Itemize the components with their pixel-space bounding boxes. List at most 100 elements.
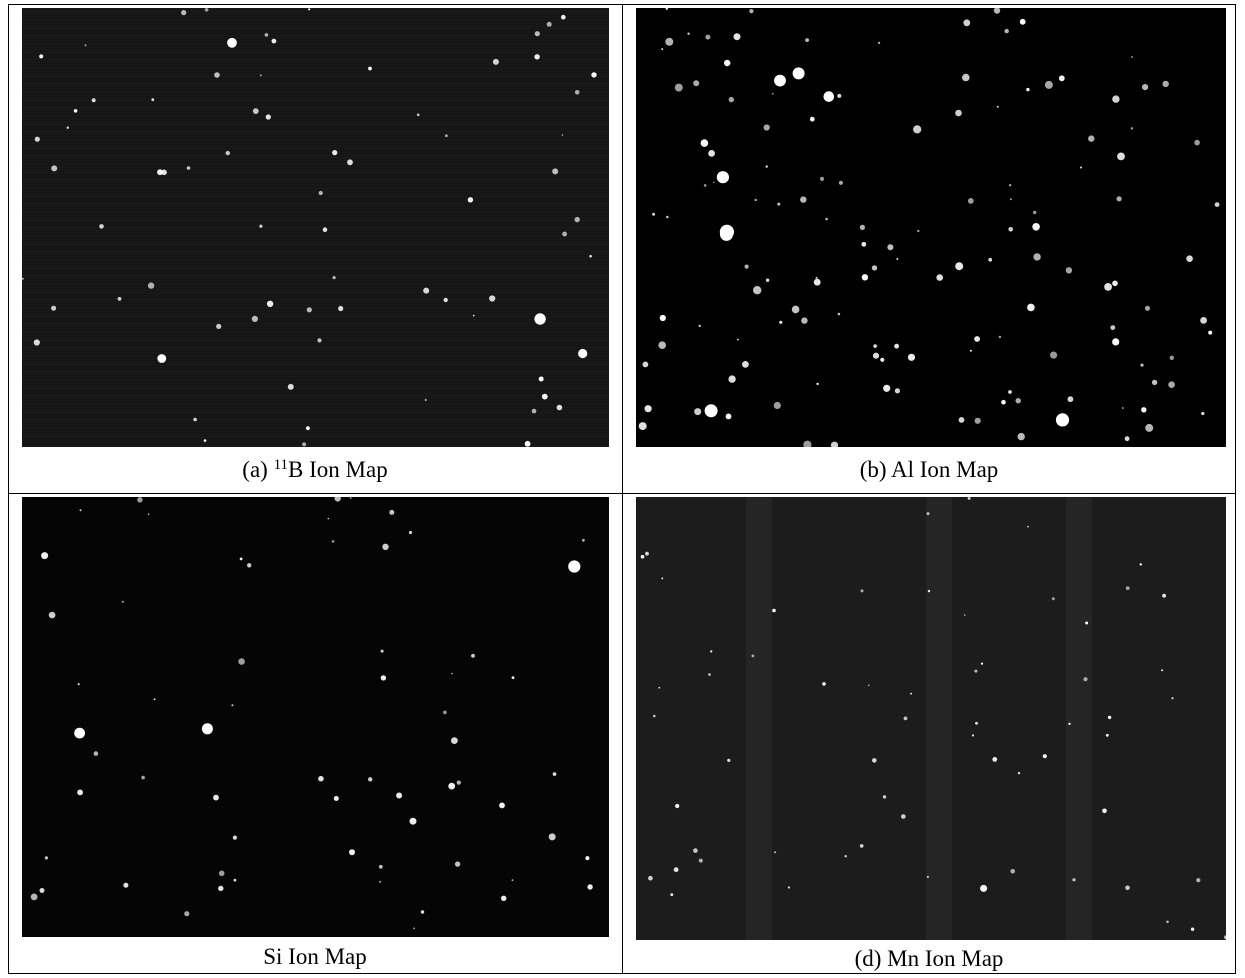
speck xyxy=(1001,400,1006,405)
speck xyxy=(1200,317,1207,324)
speck xyxy=(468,197,473,202)
ion-map-image xyxy=(22,497,609,937)
speck xyxy=(970,350,972,352)
speck xyxy=(880,358,884,362)
speck xyxy=(883,385,890,392)
speck xyxy=(589,255,592,258)
speck xyxy=(887,244,893,250)
speck xyxy=(85,44,87,46)
speck xyxy=(639,422,647,430)
speck xyxy=(41,552,48,559)
speck xyxy=(328,518,330,520)
speck xyxy=(693,80,699,86)
speck xyxy=(267,301,273,307)
caption-label: (a) xyxy=(242,457,268,482)
speck xyxy=(381,650,384,653)
speck xyxy=(779,321,782,324)
speck xyxy=(425,399,427,401)
speck xyxy=(1050,352,1057,359)
speck xyxy=(974,336,980,342)
speck xyxy=(861,242,866,247)
speck xyxy=(382,544,388,550)
speck xyxy=(997,106,999,108)
speck xyxy=(814,279,821,286)
caption: (b) Al Ion Map xyxy=(623,457,1235,483)
speck xyxy=(766,165,768,167)
speck xyxy=(724,60,730,66)
speck xyxy=(471,654,475,658)
speck xyxy=(764,124,770,130)
speck xyxy=(708,150,715,157)
speck xyxy=(872,758,877,763)
speck xyxy=(582,539,585,542)
speck xyxy=(216,324,221,329)
speck xyxy=(568,560,580,572)
speck xyxy=(975,418,981,424)
speck xyxy=(729,97,734,102)
speck xyxy=(873,344,877,348)
speck xyxy=(955,110,962,117)
speck xyxy=(774,851,776,853)
speck xyxy=(1125,886,1130,891)
stripe xyxy=(746,497,772,940)
speck xyxy=(547,22,552,27)
speck xyxy=(535,31,540,36)
speck xyxy=(1045,81,1053,89)
speck xyxy=(409,531,412,534)
speck xyxy=(455,861,460,866)
speck xyxy=(820,177,824,181)
speck xyxy=(1008,227,1013,232)
speck xyxy=(512,676,515,679)
speck xyxy=(231,704,233,706)
speck xyxy=(1140,563,1142,565)
speck xyxy=(444,298,448,302)
speck xyxy=(704,184,707,187)
speck xyxy=(421,910,424,913)
speck xyxy=(1083,677,1087,681)
speck xyxy=(561,15,566,20)
speck xyxy=(1027,304,1035,312)
speck xyxy=(713,182,715,184)
speck xyxy=(772,609,776,613)
speck xyxy=(260,74,262,76)
speck xyxy=(1112,95,1119,102)
speck xyxy=(1018,772,1020,774)
speck xyxy=(1208,331,1212,335)
speck xyxy=(962,74,970,82)
speck xyxy=(1131,127,1133,129)
speck xyxy=(219,871,225,877)
speck xyxy=(501,896,506,901)
speck xyxy=(936,274,943,281)
speck xyxy=(333,276,336,279)
speck xyxy=(532,409,537,414)
speck xyxy=(641,555,645,559)
stripe xyxy=(926,497,952,940)
speck xyxy=(181,10,186,15)
speck xyxy=(788,886,790,888)
speck xyxy=(578,349,587,358)
speck xyxy=(451,737,458,744)
speck xyxy=(980,885,987,892)
speck xyxy=(660,315,666,321)
speck xyxy=(332,540,335,543)
speck xyxy=(381,675,386,680)
speck xyxy=(1068,396,1074,402)
speck xyxy=(49,612,56,619)
speck xyxy=(562,232,567,237)
speck xyxy=(350,497,352,499)
speck xyxy=(728,375,735,382)
speck xyxy=(1016,398,1021,403)
speck xyxy=(552,168,558,174)
speck xyxy=(1033,211,1036,214)
speck xyxy=(801,317,807,323)
speck xyxy=(306,426,310,430)
speck xyxy=(734,33,741,40)
speck xyxy=(699,325,701,327)
speck xyxy=(396,793,402,799)
speck xyxy=(202,723,213,734)
speck xyxy=(118,297,122,301)
speck xyxy=(1131,56,1133,58)
speck xyxy=(240,558,243,561)
speck xyxy=(99,224,104,229)
speck xyxy=(334,796,339,801)
